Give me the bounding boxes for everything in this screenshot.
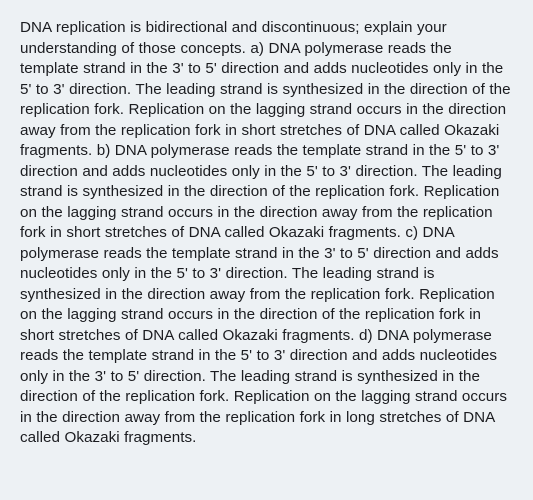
flashcard: DNA replication is bidirectional and dis… [0, 0, 533, 500]
question-text: DNA replication is bidirectional and dis… [20, 18, 513, 449]
